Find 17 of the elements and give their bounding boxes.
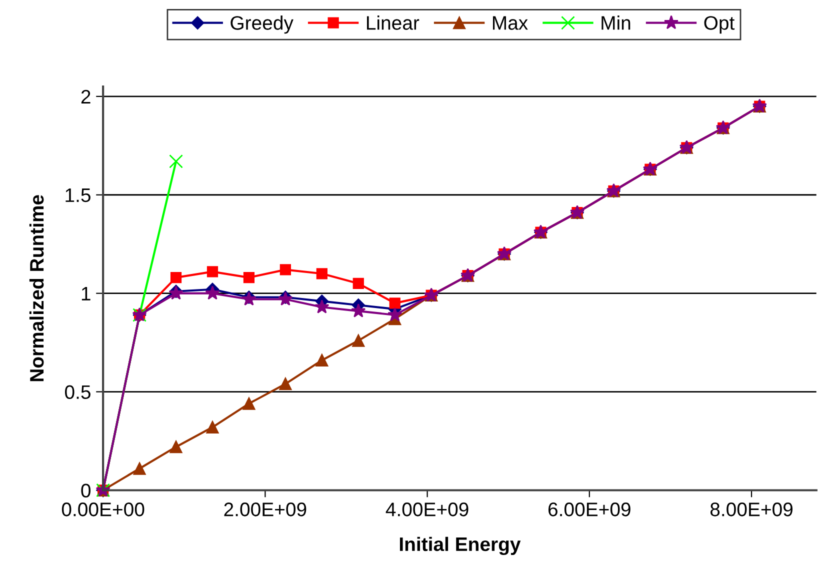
legend-label: Linear [366,16,420,30]
legend-label: Opt [704,16,735,34]
y-tick-label: 0 [81,484,91,498]
x-tick-label: 8.00E+09 [710,502,792,516]
y-tick-label: 1 [82,286,90,300]
legend-label: Min [602,16,630,30]
x-tick-label: 2.00E+09 [224,502,306,516]
legend-label: Max [492,16,528,30]
legend-label: Greedy [230,16,294,34]
x-tick-label: 4.00E+09 [386,502,468,516]
x-tick-label: 0.00E+00 [62,502,144,516]
x-axis-title: Initial Energy [400,536,521,556]
x-tick-label: 6.00E+09 [548,502,630,516]
y-tick-label: 1.5 [66,188,90,202]
y-tick-label: 2 [81,90,90,104]
y-axis-title: Normalized Runtime [29,195,44,382]
y-tick-label: 0.5 [64,385,90,400]
